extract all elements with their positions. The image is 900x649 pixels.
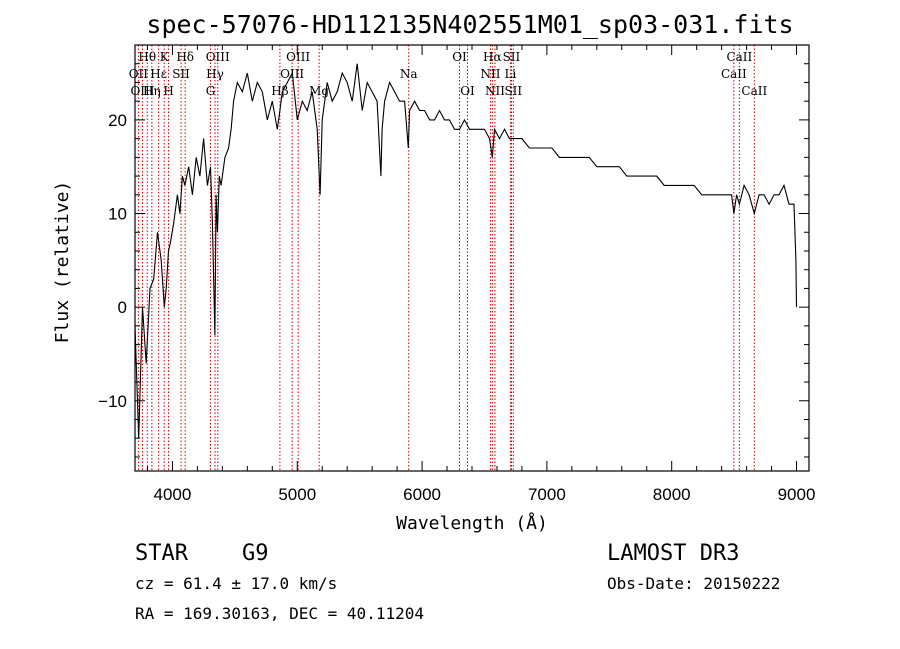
spectrum-series-line xyxy=(134,63,798,439)
line-label-19: Hα xyxy=(483,50,502,64)
axis-ticks xyxy=(135,45,809,471)
observation-date: Obs-Date: 20150222 xyxy=(607,574,780,593)
x-tick-label: 4000 xyxy=(154,485,192,504)
line-label-3: K xyxy=(160,50,170,64)
x-tick-labels: 4000 5000 6000 7000 8000 9000 xyxy=(154,485,816,504)
object-subclass: G9 xyxy=(242,541,269,566)
line-label-18: OI xyxy=(460,84,475,98)
survey-name: LAMOST DR3 xyxy=(607,541,739,566)
line-label-7: H xyxy=(163,84,173,98)
x-tick-label: 5000 xyxy=(278,485,316,504)
x-tick-label: 7000 xyxy=(528,485,566,504)
line-label-14: Hβ xyxy=(271,84,288,98)
line-label-4: Hε xyxy=(150,67,167,81)
x-tick-label: 6000 xyxy=(403,485,441,504)
y-tick-label: 20 xyxy=(108,111,127,130)
line-label-23: Li xyxy=(505,67,517,81)
spectral-line-markers xyxy=(137,45,755,471)
plot-frame xyxy=(134,44,810,472)
line-label-27: CaII xyxy=(741,84,767,98)
line-label-9: OIII xyxy=(206,50,230,64)
x-tick-label: 9000 xyxy=(778,485,816,504)
line-label-24: SII xyxy=(504,84,522,98)
line-label-6: SII xyxy=(172,67,190,81)
line-label-17: OI xyxy=(452,50,467,64)
line-label-1: OII xyxy=(129,67,149,81)
chart-title: spec-57076-HD112135N402551M01_sp03-031.f… xyxy=(146,10,793,39)
y-tick-label: 0 xyxy=(118,298,127,317)
coordinates: RA = 169.30163, DEC = 40.11204 xyxy=(135,604,424,623)
y-tick-label: 10 xyxy=(108,205,127,224)
redshift-velocity: cz = 61.4 ± 17.0 km/s xyxy=(135,574,337,593)
line-label-5: Hη xyxy=(143,84,161,98)
object-class: STAR xyxy=(135,541,189,566)
line-label-25: CaII xyxy=(726,50,752,64)
x-axis-label: Wavelength (Å) xyxy=(396,512,548,534)
y-tick-labels: −10 0 10 20 xyxy=(98,111,127,411)
line-label-20: NII xyxy=(480,67,500,81)
line-label-22: SII xyxy=(503,50,521,64)
line-label-26: CaII xyxy=(721,67,747,81)
line-label-15: Mg xyxy=(309,84,329,98)
line-label-8: Hδ xyxy=(176,50,194,64)
line-label-2: OIII xyxy=(130,84,154,98)
line-label-10: Hγ xyxy=(206,67,224,81)
line-label-0: Hθ xyxy=(138,50,156,64)
line-label-21: NII xyxy=(485,84,505,98)
y-tick-label: −10 xyxy=(98,392,127,411)
x-tick-label: 8000 xyxy=(653,485,691,504)
y-axis-label: Flux (relative) xyxy=(52,181,73,344)
line-label-11: G xyxy=(206,84,216,98)
line-label-16: Na xyxy=(400,67,418,81)
line-label-12: OIII xyxy=(286,50,310,64)
